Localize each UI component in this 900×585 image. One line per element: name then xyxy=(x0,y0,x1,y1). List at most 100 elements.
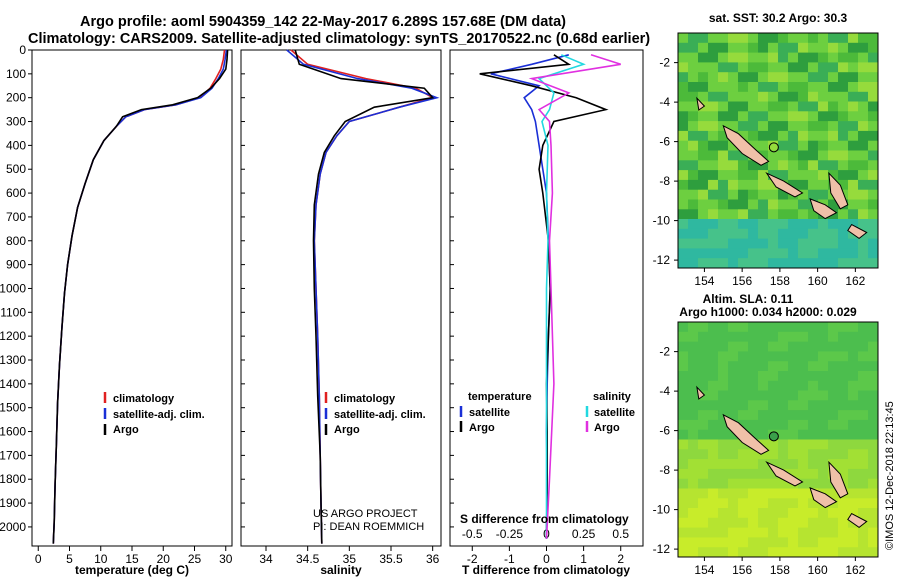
field-cell xyxy=(838,419,849,431)
field-cell xyxy=(848,140,859,152)
field-cell xyxy=(838,121,849,132)
field-cell xyxy=(678,130,689,142)
field-cell xyxy=(738,537,749,548)
y-tick-label: -10 xyxy=(653,214,671,228)
field-cell xyxy=(778,439,789,450)
field-cell xyxy=(798,429,809,441)
field-cell xyxy=(838,390,849,401)
field-cell xyxy=(838,170,849,181)
legend-temperature-title: temperature xyxy=(468,391,532,403)
field-cell xyxy=(758,72,769,83)
field-cell xyxy=(838,508,849,519)
field-cell xyxy=(738,488,749,499)
field-cell xyxy=(718,468,729,480)
field-cell xyxy=(678,140,689,152)
field-cell xyxy=(858,547,869,557)
x-tick-label: 35 xyxy=(343,552,357,566)
field-cell xyxy=(778,140,789,152)
field-cell xyxy=(868,390,878,401)
field-cell xyxy=(858,189,869,201)
field-cell xyxy=(758,160,769,171)
field-cell xyxy=(788,219,799,230)
field-cell xyxy=(728,33,739,44)
s-difference-label: S difference from climatology xyxy=(460,512,629,526)
field-cell xyxy=(868,91,878,103)
field-cell xyxy=(758,449,769,460)
field-cell xyxy=(838,179,849,191)
x-tick-label: 30 xyxy=(219,552,233,566)
field-cell xyxy=(828,429,839,441)
field-cell xyxy=(768,82,779,93)
field-cell xyxy=(738,449,749,460)
field-cell xyxy=(868,248,878,259)
field-cell xyxy=(748,498,759,509)
field-cell xyxy=(848,547,859,557)
field-cell xyxy=(718,72,729,83)
field-cell xyxy=(768,459,779,470)
field-cell xyxy=(738,189,749,201)
field-cell xyxy=(828,62,839,73)
legend-climatology-label: climatology xyxy=(113,393,175,405)
field-cell xyxy=(788,419,799,431)
field-cell xyxy=(828,371,839,382)
field-cell xyxy=(678,179,689,191)
field-cell xyxy=(818,140,829,152)
field-cell xyxy=(848,390,859,401)
field-cell xyxy=(738,498,749,509)
temperature-plot-frame xyxy=(31,49,233,547)
x-tick-label: 154 xyxy=(694,563,714,577)
field-cell xyxy=(788,209,799,220)
field-cell xyxy=(808,219,819,230)
field-cell xyxy=(818,248,829,259)
field-cell xyxy=(778,91,789,103)
field-cell xyxy=(758,331,769,343)
field-cell xyxy=(678,341,689,352)
y-tick-label: -6 xyxy=(659,424,670,438)
field-cell xyxy=(838,468,849,480)
field-cell xyxy=(768,517,779,529)
field-cell xyxy=(838,33,849,44)
field-cell xyxy=(788,508,799,519)
field-cell xyxy=(798,468,809,480)
field-cell xyxy=(748,130,759,142)
field-cell xyxy=(868,209,878,220)
field-cell xyxy=(838,219,849,230)
y-tick-label: 2000 xyxy=(0,520,26,534)
field-cell xyxy=(818,361,829,372)
field-cell xyxy=(788,52,799,63)
field-cell xyxy=(818,517,829,529)
field-cell xyxy=(698,449,709,460)
x-tick-label: 10 xyxy=(94,552,108,566)
field-cell xyxy=(788,331,799,343)
field-cell xyxy=(808,371,819,382)
field-cell xyxy=(748,72,759,83)
field-cell xyxy=(678,459,689,470)
field-cell xyxy=(858,219,869,230)
field-cell xyxy=(788,517,799,529)
field-cell xyxy=(788,258,799,268)
field-cell xyxy=(768,258,779,268)
field-cell xyxy=(768,331,779,343)
y-tick-label: 200 xyxy=(6,91,26,105)
sla-field xyxy=(678,322,878,557)
field-cell xyxy=(678,101,689,112)
field-cell xyxy=(728,439,739,450)
field-cell xyxy=(768,322,779,333)
field-cell xyxy=(708,91,719,103)
field-cell xyxy=(768,449,779,460)
field-cell xyxy=(688,42,699,54)
field-cell xyxy=(678,170,689,181)
field-cell xyxy=(868,351,878,362)
field-cell xyxy=(768,33,779,44)
field-cell xyxy=(848,42,859,54)
island xyxy=(765,460,804,487)
temperature-panel: 0 5 10 15 20 25 30 0 100 200 300 400 500 600 700 800 90… xyxy=(0,43,233,577)
field-cell xyxy=(828,52,839,63)
field-cell xyxy=(808,179,819,191)
field-cell xyxy=(738,331,749,343)
field-cell xyxy=(728,228,739,240)
field-cell xyxy=(688,508,699,519)
field-cell xyxy=(718,189,729,201)
field-cell xyxy=(828,517,839,529)
field-cell xyxy=(848,322,859,333)
